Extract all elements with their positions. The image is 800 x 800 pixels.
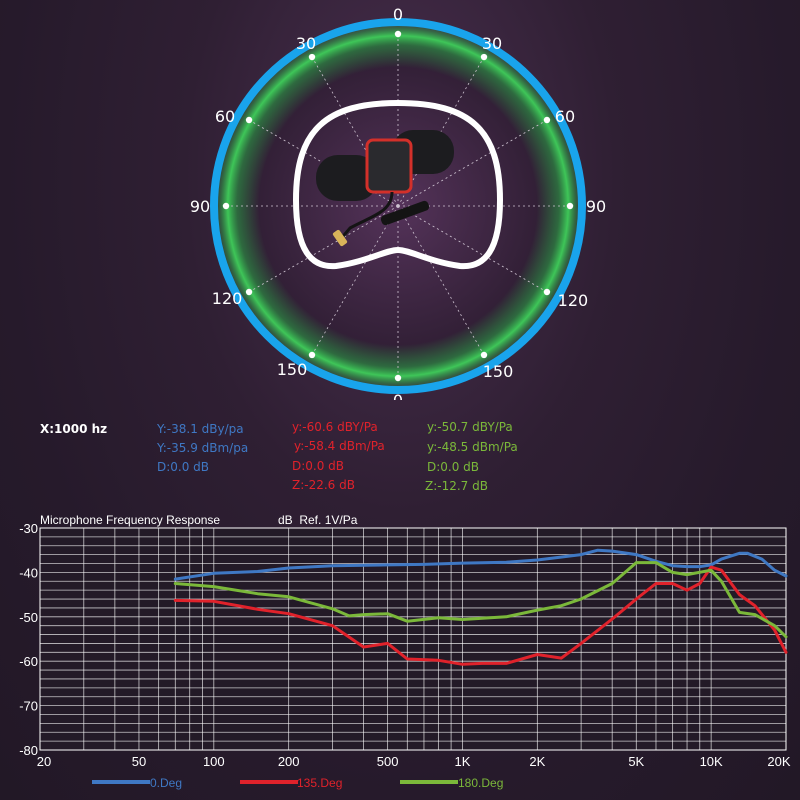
microphone-image	[316, 130, 454, 247]
chart-title: Microphone Frequency Response	[40, 513, 220, 527]
legend-label: 135.Deg	[297, 776, 342, 790]
polar-angle-dot	[394, 30, 402, 38]
x-tick-label: 2K	[529, 754, 545, 769]
readout-green-y-dby: y:-50.7 dBY/Pa	[427, 420, 513, 434]
mic-left-windscreen	[316, 155, 378, 201]
chart-plot-area	[39, 527, 787, 751]
series-line-0-deg	[173, 548, 788, 581]
chart-series-lines	[173, 548, 788, 666]
readout-red-z: Z:-22.6 dB	[292, 478, 355, 492]
frequency-response-chart: Microphone Frequency Response dB Ref. 1V…	[19, 513, 791, 790]
polar-spoke	[397, 205, 548, 293]
mic-body	[365, 138, 413, 194]
polar-angle-label: 30	[482, 34, 502, 53]
y-tick-label: -70	[19, 699, 38, 714]
polar-angle-labels: 0 30 30 60 60 90 90 120 120 150 150 0	[190, 5, 606, 400]
polar-spoke	[397, 119, 548, 207]
readout-blue-d: D:0.0 dB	[157, 460, 210, 474]
x-tick-label: 20K	[767, 754, 790, 769]
polar-spoke	[311, 205, 399, 356]
polar-angle-label: 60	[555, 107, 575, 126]
y-tick-label: -60	[19, 654, 38, 669]
polar-angle-label: 60	[215, 107, 235, 126]
polar-spoke	[248, 205, 399, 293]
y-tick-label: -80	[19, 743, 38, 758]
polar-angle-dot	[245, 288, 253, 296]
x-tick-label: 100	[203, 754, 225, 769]
mic-coiled-cable	[380, 200, 430, 226]
polar-spoke	[397, 205, 485, 356]
polar-angle-label: 120	[212, 289, 243, 308]
readout-blue-y-dby: Y:-38.1 dBy/pa	[157, 422, 244, 436]
mic-cable	[338, 191, 394, 241]
polar-angle-dot	[245, 116, 253, 124]
y-axis-ticks: -30 -40 -50 -60 -70 -80	[19, 521, 38, 758]
chart-grid	[39, 527, 787, 751]
legend-label: 180.Deg	[458, 776, 503, 790]
series-line-135-deg	[173, 565, 788, 666]
polar-dots	[222, 30, 574, 382]
polar-angle-dot	[566, 202, 574, 210]
y-tick-label: -40	[19, 565, 38, 580]
polar-pattern-diagram: 0 30 30 60 60 90 90 120 120 150 150 0	[190, 5, 606, 400]
polar-spoke	[311, 56, 399, 207]
readout-red-d: D:0.0 dB	[292, 459, 345, 473]
polar-angle-label: 150	[277, 360, 308, 379]
readout-green-z: Z:-12.7 dB	[425, 479, 488, 493]
polar-angle-dot	[480, 351, 488, 359]
y-tick-label: -30	[19, 521, 38, 536]
chart-legend: 0.Deg 135.Deg 180.Deg	[92, 776, 503, 790]
readout-blue-y-dbm: Y:-35.9 dBm/pa	[157, 441, 249, 455]
polar-angle-dot	[308, 351, 316, 359]
polar-angle-dot	[543, 116, 551, 124]
polar-angle-label: 0	[393, 5, 403, 24]
mic-jack	[332, 229, 348, 247]
y-tick-label: -50	[19, 610, 38, 625]
polar-angle-label: 30	[296, 34, 316, 53]
polar-angle-label: 150	[483, 362, 514, 381]
polar-pickup-pattern	[292, 99, 504, 270]
chart-unit-label: dB Ref. 1V/Pa	[278, 513, 358, 527]
readout-green-y-dbm: y:-48.5 dBm/Pa	[427, 440, 518, 454]
frequency-readout: X:1000 hz	[40, 422, 108, 436]
polar-outer-ring	[210, 18, 586, 394]
readout-green-d: D:0.0 dB	[427, 460, 480, 474]
x-tick-label: 500	[377, 754, 399, 769]
polar-angle-dot	[394, 374, 402, 382]
x-tick-label: 20	[37, 754, 51, 769]
polar-angle-dot	[543, 288, 551, 296]
x-tick-label: 10K	[700, 754, 723, 769]
readout-red-y-dby: y:-60.6 dBY/Pa	[292, 420, 378, 434]
x-tick-label: 1K	[455, 754, 471, 769]
polar-angle-label: 0	[393, 391, 403, 400]
x-tick-label: 5K	[628, 754, 644, 769]
x-tick-label: 50	[132, 754, 146, 769]
x-tick-label: 200	[278, 754, 300, 769]
polar-spoke	[397, 56, 485, 207]
polar-angle-label: 90	[586, 197, 606, 216]
polar-angle-dot	[480, 53, 488, 61]
polar-angle-label: 120	[558, 291, 589, 310]
x-axis-ticks: 20 50 100 200 500 1K 2K 5K 10K 20K	[37, 754, 791, 769]
polar-angle-dot	[308, 53, 316, 61]
series-line-180-deg	[173, 561, 788, 639]
polar-angle-dot	[222, 202, 230, 210]
legend-label: 0.Deg	[150, 776, 182, 790]
readout-red-y-dbm: y:-58.4 dBm/Pa	[294, 439, 385, 453]
polar-angle-label: 90	[190, 197, 210, 216]
